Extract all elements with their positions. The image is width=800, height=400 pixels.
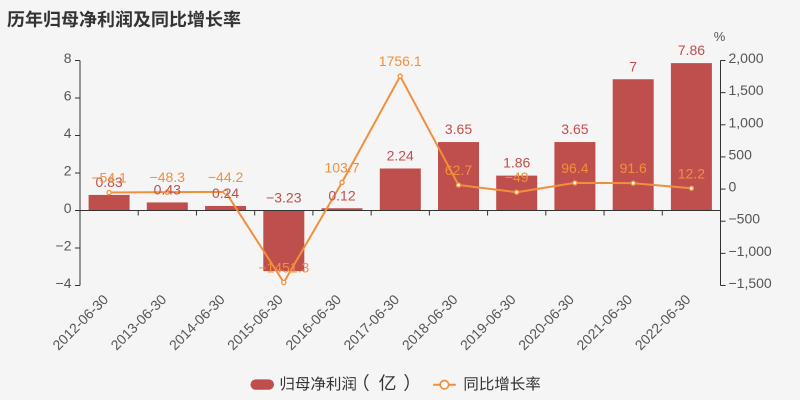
svg-text:−54.1: −54.1 [91, 170, 127, 186]
svg-text:−1451.3: −1451.3 [258, 259, 309, 275]
svg-text:0: 0 [729, 179, 737, 195]
svg-text:6: 6 [64, 88, 72, 104]
svg-text:−500: −500 [729, 211, 761, 227]
svg-text:1756.1: 1756.1 [379, 53, 422, 69]
svg-text:103.7: 103.7 [324, 159, 359, 175]
svg-text:−3.23: −3.23 [266, 190, 302, 206]
svg-text:−44.2: −44.2 [208, 169, 244, 185]
svg-text:0.12: 0.12 [328, 187, 355, 203]
svg-text:2: 2 [64, 163, 72, 179]
svg-text:3.65: 3.65 [445, 121, 472, 137]
svg-text:7.86: 7.86 [678, 42, 705, 58]
svg-text:1,000: 1,000 [729, 114, 764, 130]
svg-text:−48.3: −48.3 [150, 169, 186, 185]
svg-text:3.65: 3.65 [561, 121, 588, 137]
svg-text:−4: −4 [56, 275, 72, 291]
svg-text:1.86: 1.86 [503, 155, 530, 171]
svg-text:−1,500: −1,500 [729, 275, 772, 291]
svg-text:1,500: 1,500 [729, 82, 764, 98]
svg-text:2,000: 2,000 [729, 50, 764, 66]
svg-text:−49: −49 [505, 169, 529, 185]
svg-text:%: % [714, 29, 726, 44]
svg-text:4: 4 [64, 125, 72, 141]
svg-text:0: 0 [64, 200, 72, 216]
svg-text:96.4: 96.4 [561, 160, 588, 176]
svg-text:7: 7 [629, 58, 637, 74]
svg-text:62.7: 62.7 [445, 162, 472, 178]
svg-text:−2: −2 [56, 238, 72, 254]
svg-text:0.43: 0.43 [154, 181, 181, 197]
svg-text:500: 500 [729, 146, 753, 162]
svg-text:8: 8 [64, 50, 72, 66]
svg-text:2.24: 2.24 [387, 148, 414, 164]
svg-text:91.6: 91.6 [620, 160, 647, 176]
svg-text:0.83: 0.83 [95, 174, 122, 190]
svg-text:−1,000: −1,000 [729, 243, 772, 259]
svg-text:0.24: 0.24 [212, 185, 239, 201]
svg-text:12.2: 12.2 [678, 165, 705, 181]
